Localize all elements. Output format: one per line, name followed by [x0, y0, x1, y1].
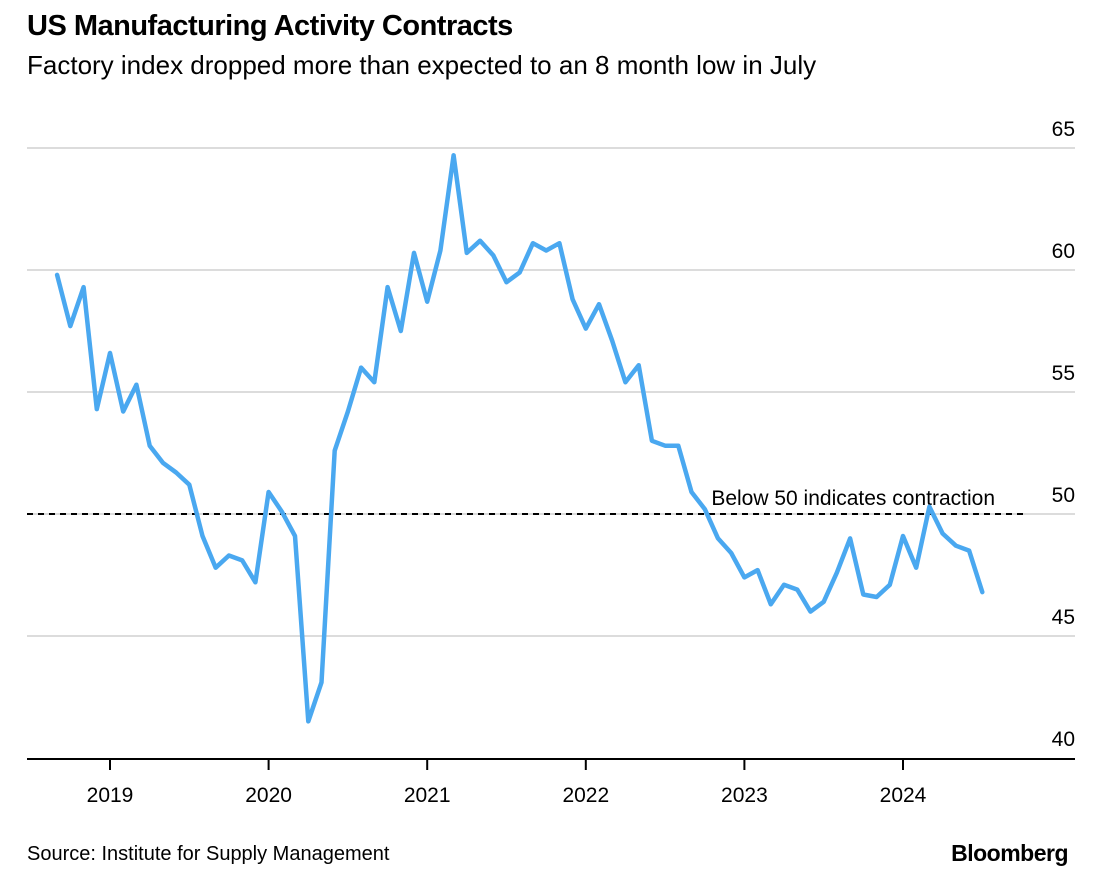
x-tick-label-2024: 2024 [880, 784, 927, 807]
reference-line-label: Below 50 indicates contraction [711, 487, 995, 510]
x-tick-label-2021: 2021 [404, 784, 451, 807]
x-tick-label-2019: 2019 [87, 784, 134, 807]
series-line-0 [54, 153, 985, 724]
y-tick-label-60: 60 [1052, 240, 1075, 263]
y-tick-label-65: 65 [1052, 118, 1075, 141]
x-tick-label-2020: 2020 [245, 784, 292, 807]
y-tick-label-50: 50 [1052, 484, 1075, 507]
chart-title: US Manufacturing Activity Contracts [27, 10, 513, 42]
y-tick-label-45: 45 [1052, 606, 1075, 629]
bloomberg-logo: Bloomberg [951, 840, 1068, 866]
chart-subtitle: Factory index dropped more than expected… [27, 50, 817, 80]
line-chart: 40 45 50 55 60 65 Below 50 indicates contract… [27, 118, 1075, 807]
x-tick-label-2022: 2022 [562, 784, 609, 807]
x-tick-label-2023: 2023 [721, 784, 768, 807]
y-tick-label-40: 40 [1052, 728, 1075, 751]
source-note: Source: Institute for Supply Management [27, 843, 390, 865]
y-tick-label-55: 55 [1052, 362, 1075, 385]
